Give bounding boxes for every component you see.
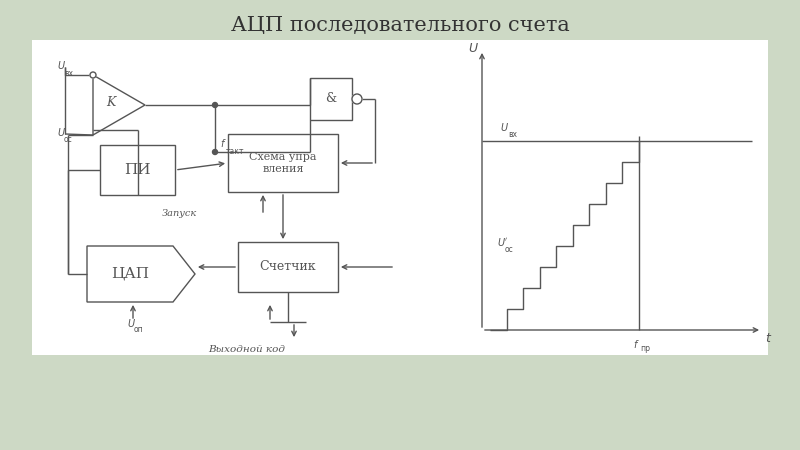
Text: $U'$: $U'$ <box>497 236 509 248</box>
Polygon shape <box>87 246 195 302</box>
Text: K: K <box>106 96 116 109</box>
Circle shape <box>213 149 218 154</box>
Text: $f$: $f$ <box>634 338 640 350</box>
Text: $U$: $U$ <box>500 121 509 133</box>
Text: Запуск: Запуск <box>162 208 198 217</box>
Circle shape <box>213 103 218 108</box>
Text: $f$: $f$ <box>220 137 226 149</box>
Text: Схема упра
вления: Схема упра вления <box>250 152 317 174</box>
Text: ПИ: ПИ <box>124 163 150 177</box>
Text: оп: оп <box>133 325 143 334</box>
Bar <box>32 40 768 355</box>
Bar <box>238 242 338 292</box>
Text: ос: ос <box>64 135 73 144</box>
Text: ос: ос <box>505 245 514 254</box>
Bar <box>100 145 175 195</box>
Text: пр: пр <box>640 344 650 353</box>
Text: Выходной код: Выходной код <box>209 346 286 355</box>
Text: $U$: $U$ <box>126 317 135 329</box>
Text: ЦАП: ЦАП <box>111 267 149 281</box>
Text: Счетчик: Счетчик <box>260 261 316 274</box>
Text: вх: вх <box>64 68 73 77</box>
Text: $U$: $U$ <box>57 126 66 138</box>
Text: t: t <box>765 332 770 345</box>
Text: АЦП последовательного счета: АЦП последовательного счета <box>230 15 570 35</box>
Text: такт: такт <box>226 147 245 156</box>
Text: вх: вх <box>508 130 517 139</box>
Bar <box>310 78 352 120</box>
Text: $U$: $U$ <box>57 59 66 71</box>
Text: U: U <box>468 41 477 54</box>
Bar <box>228 134 338 192</box>
Circle shape <box>352 94 362 104</box>
Text: &: & <box>326 93 337 105</box>
Circle shape <box>90 72 96 78</box>
